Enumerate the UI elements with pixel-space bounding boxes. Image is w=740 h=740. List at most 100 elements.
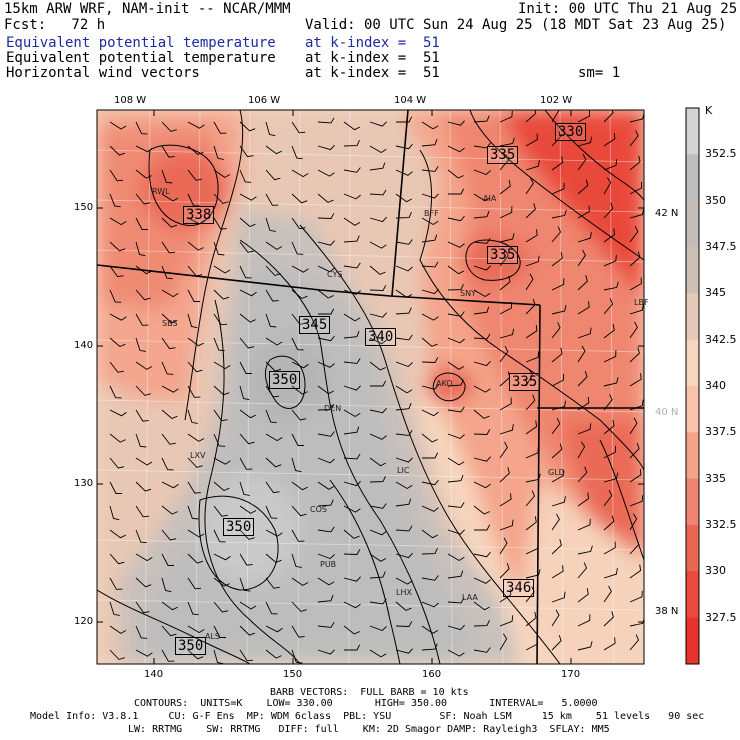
wind-barb xyxy=(369,121,387,127)
wind-barb xyxy=(369,189,387,196)
wind-barb xyxy=(551,591,566,603)
colorbar-segment xyxy=(686,108,699,155)
wind-barb xyxy=(447,337,465,344)
wind-barb xyxy=(135,361,153,370)
wind-barb xyxy=(525,160,540,171)
wind-barb xyxy=(343,453,361,460)
field-1-level: at k-index = 51 xyxy=(305,35,440,51)
wind-barb xyxy=(473,620,490,627)
lat-label-40n: 40 N xyxy=(655,407,679,418)
wind-barb xyxy=(421,505,439,512)
wind-barb xyxy=(525,569,541,579)
wind-barb xyxy=(525,110,537,123)
wind-barb xyxy=(447,474,464,483)
wind-barb xyxy=(135,481,152,492)
wind-barb xyxy=(369,265,386,275)
wind-barb xyxy=(499,250,509,267)
wind-barb xyxy=(109,145,126,156)
wind-barb xyxy=(343,601,361,609)
wind-barb xyxy=(343,426,360,435)
wind-barb xyxy=(395,289,413,298)
wind-barb xyxy=(109,649,125,660)
wind-barb xyxy=(344,644,361,651)
wind-barb xyxy=(551,469,564,483)
wind-barb xyxy=(499,493,512,507)
wind-barb xyxy=(447,406,465,413)
wind-barb xyxy=(161,505,178,515)
wind-barb xyxy=(343,330,360,339)
wind-barb xyxy=(421,409,439,417)
wind-barb xyxy=(109,385,122,399)
wind-barb xyxy=(395,601,412,611)
wind-barb xyxy=(499,206,513,219)
wind-barb xyxy=(265,457,282,468)
wind-barb xyxy=(265,649,282,659)
wind-barb xyxy=(239,481,250,496)
wind-barb xyxy=(369,216,387,223)
wind-barb xyxy=(447,169,464,179)
wind-barb xyxy=(525,177,534,195)
wind-barb xyxy=(265,529,283,537)
wind-barb xyxy=(265,625,283,633)
field-1-name: Equivalent potential temperature xyxy=(6,35,276,51)
wind-barb xyxy=(343,262,361,269)
contour-value-box: 350 xyxy=(223,518,255,536)
y-tick-130: 130 xyxy=(74,478,94,489)
wind-barb xyxy=(395,621,413,627)
wind-barb xyxy=(473,481,491,489)
wind-barb xyxy=(421,288,439,295)
init-time: Init: 00 UTC Thu 21 Aug 25 xyxy=(518,1,738,17)
wind-barb xyxy=(577,232,592,243)
wind-barb xyxy=(291,577,309,586)
colorbar-label: 330 xyxy=(705,564,726,578)
wind-barb xyxy=(135,121,148,135)
wind-barb xyxy=(343,549,361,555)
wind-barb xyxy=(447,241,465,248)
wind-barb xyxy=(213,385,230,396)
wind-barb xyxy=(499,537,508,555)
wind-barb xyxy=(265,265,281,276)
wind-barb xyxy=(525,369,534,387)
valid-time: Valid: 00 UTC Sun 24 Aug 25 (18 MDT Sat … xyxy=(305,17,727,33)
wind-barb xyxy=(343,358,361,364)
wind-barb xyxy=(447,570,464,579)
colorbar-segment xyxy=(686,432,699,480)
wind-barb xyxy=(629,182,642,195)
wind-barb xyxy=(317,577,335,586)
wind-barb xyxy=(447,284,464,291)
wind-barb xyxy=(343,217,361,226)
wind-barb xyxy=(447,457,465,466)
wind-barb xyxy=(499,328,515,339)
wind-barb xyxy=(473,577,491,584)
contour-info: CONTOURS: UNITS=K LOW= 330.00 HIGH= 350.… xyxy=(134,698,598,709)
station-label: LBF xyxy=(634,298,649,307)
wind-barb xyxy=(577,518,591,531)
wind-barb xyxy=(473,385,491,393)
wind-barb xyxy=(317,169,335,177)
colorbar-label: 342.5 xyxy=(705,332,737,346)
wind-barb xyxy=(265,241,283,250)
model-info: Model Info: V3.8.1 CU: G-F Ens MP: WDM 6… xyxy=(30,711,705,722)
wind-barb xyxy=(109,601,120,616)
colorbar-label: 327.5 xyxy=(705,610,737,624)
contour-value-box: 345 xyxy=(299,316,331,334)
colorbar-label: 340 xyxy=(705,379,726,392)
wind-barb xyxy=(213,241,225,256)
wind-barb xyxy=(369,529,387,536)
wind-barb xyxy=(603,489,613,507)
wind-barb xyxy=(473,210,490,219)
station-label: RWL xyxy=(152,187,170,196)
contour-lines xyxy=(97,110,644,664)
wind-barb xyxy=(135,409,149,422)
wind-barb xyxy=(421,121,439,130)
wind-barb xyxy=(577,641,593,651)
wind-barb xyxy=(421,261,439,268)
wind-barb xyxy=(629,130,639,147)
colorbar-label: 332.5 xyxy=(705,518,737,531)
wind-barb xyxy=(213,361,231,370)
field-2-name: Equivalent potential temperature xyxy=(6,50,276,66)
wind-barb xyxy=(161,193,179,202)
wind-barb xyxy=(473,193,491,202)
wind-barb xyxy=(421,337,438,347)
wind-barb xyxy=(499,562,510,579)
